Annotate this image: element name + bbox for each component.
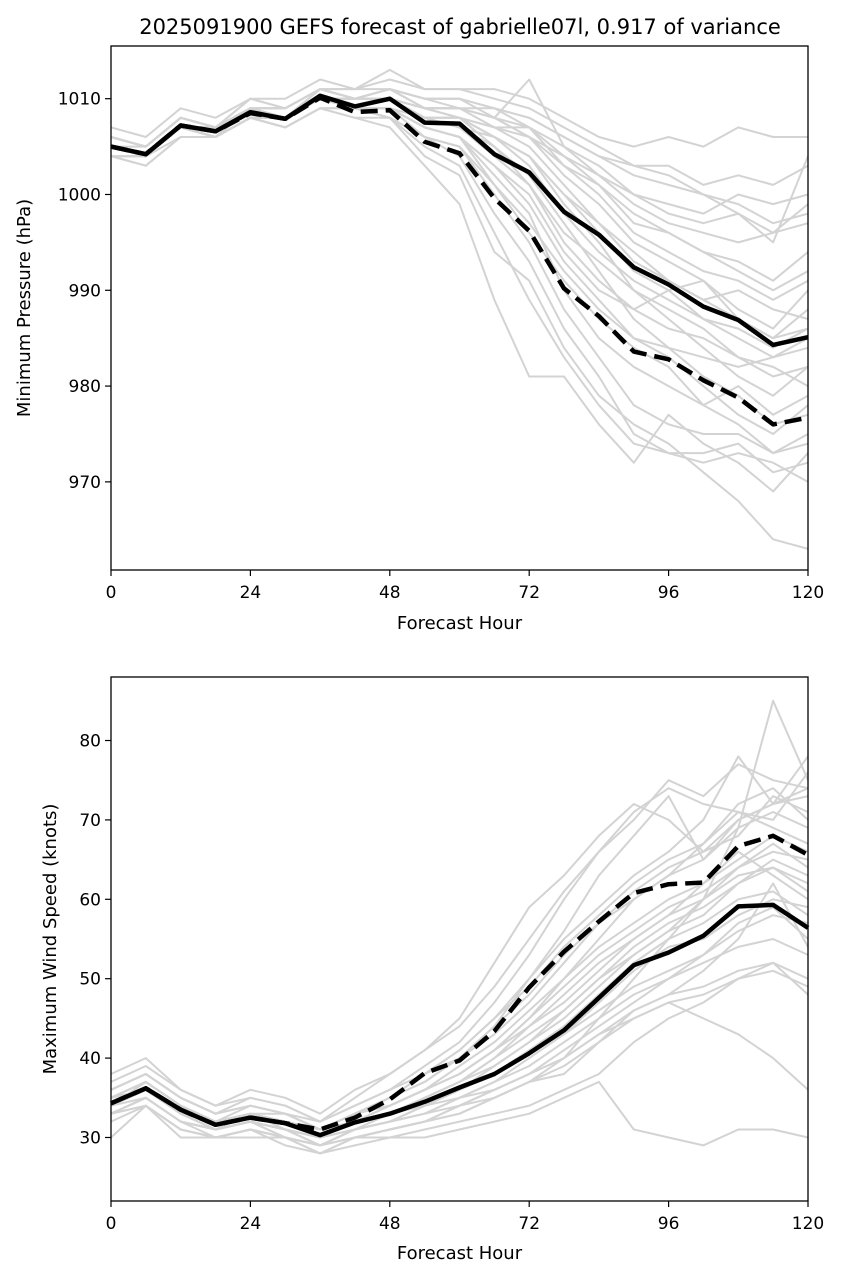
pressure-central-lines (110, 93, 809, 427)
pressure-ensemble-members (110, 68, 809, 550)
pressure-member-line-28 (110, 97, 809, 368)
pressure-x-tick-label: 96 (658, 583, 680, 603)
wind-y-ticks: 30 40 50 60 70 80 (79, 732, 111, 1148)
pressure-y-ticks: 970 980 990 1000 1010 (58, 90, 111, 493)
wind-x-tick-label: 72 (518, 1214, 540, 1234)
wind-member-line-25 (110, 866, 809, 1131)
pressure-member-line-27 (110, 78, 809, 234)
pressure-member-line-11 (110, 97, 809, 435)
wind-axes-frame (110, 676, 809, 1202)
pressure-axes: 0 24 48 72 96 120 970 980 990 1000 1010 Forecast … (14, 45, 824, 634)
pressure-y-tick-label: 990 (69, 281, 101, 301)
wind-y-tick-label: 60 (79, 890, 101, 910)
pressure-x-ticks: 0 24 48 72 96 120 (106, 570, 824, 603)
wind-x-tick-label: 48 (379, 1214, 401, 1234)
wind-solid-line (110, 902, 810, 1138)
pressure-member-line-24 (110, 97, 809, 340)
pressure-member-line-12 (110, 88, 809, 292)
wind-member-line-9 (110, 771, 809, 1123)
wind-x-tick-label: 24 (240, 1214, 262, 1234)
wind-member-line-1 (110, 787, 809, 1131)
wind-member-line-28 (110, 969, 809, 1147)
wind-member-line-14 (110, 795, 809, 1123)
pressure-member-line-22 (110, 97, 809, 387)
pressure-y-axis-label: Minimum Pressure (hPa) (14, 199, 35, 417)
pressure-x-tick-label: 48 (379, 583, 401, 603)
wind-y-tick-label: 30 (79, 1128, 101, 1148)
wind-y-axis-label: Maximum Wind Speed (knots) (40, 804, 61, 1075)
wind-x-ticks: 0 24 48 72 96 120 (106, 1201, 824, 1234)
pressure-x-tick-label: 72 (518, 583, 540, 603)
wind-member-line-27 (110, 763, 809, 1115)
pressure-solid-line (110, 93, 809, 348)
wind-x-axis-label: Forecast Hour (397, 1243, 523, 1264)
pressure-member-line-6 (110, 78, 809, 244)
pressure-x-tick-label: 0 (106, 583, 117, 603)
pressure-y-tick-label: 980 (69, 377, 101, 397)
wind-member-line-13 (110, 1080, 809, 1147)
pressure-axes-frame (110, 45, 809, 571)
pressure-member-line-9 (110, 107, 809, 474)
pressure-member-line-29 (110, 97, 809, 349)
wind-y-tick-label: 50 (79, 970, 101, 990)
pressure-x-axis-label: Forecast Hour (397, 613, 523, 634)
chart-title: 2025091900 GEFS forecast of gabrielle07l… (139, 15, 781, 39)
wind-x-tick-label: 96 (658, 1214, 680, 1234)
pressure-y-tick-label: 1000 (58, 185, 101, 205)
wind-member-line-23 (110, 755, 809, 1131)
pressure-x-tick-label: 24 (240, 583, 262, 603)
wind-member-line-2 (110, 699, 809, 1139)
pressure-x-tick-label: 120 (792, 583, 824, 603)
wind-member-line-12 (110, 858, 809, 1139)
pressure-y-tick-label: 970 (69, 473, 101, 493)
wind-x-tick-label: 0 (106, 1214, 117, 1234)
wind-x-tick-label: 120 (792, 1214, 824, 1234)
wind-y-tick-label: 80 (79, 732, 101, 752)
pressure-y-tick-label: 1010 (58, 90, 101, 110)
wind-y-tick-label: 40 (79, 1049, 101, 1069)
pressure-member-line-8 (111, 97, 809, 397)
wind-y-tick-label: 70 (79, 811, 101, 831)
wind-member-line-15 (110, 842, 809, 1139)
wind-central-lines (110, 833, 810, 1138)
